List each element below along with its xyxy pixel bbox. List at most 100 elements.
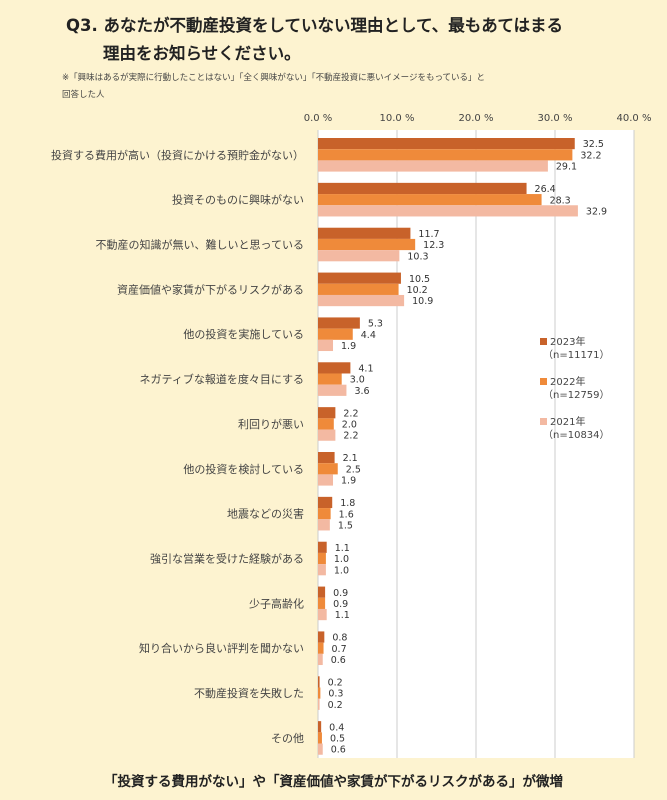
data-label: 28.3 — [550, 195, 571, 206]
data-label: 10.9 — [412, 296, 433, 307]
data-label: 1.1 — [335, 610, 350, 621]
data-label: 0.2 — [328, 677, 343, 688]
data-label: 1.0 — [334, 554, 349, 565]
category-label: 他の投資を実施している — [183, 327, 304, 341]
legend-sample-size: （n=11171） — [543, 349, 610, 361]
respondent-note-line2: 回答した人 — [62, 90, 105, 100]
data-label: 4.4 — [361, 330, 376, 341]
bar — [318, 362, 351, 374]
data-label: 2.0 — [342, 420, 357, 431]
category-label: 強引な営業を受けた経験がある — [150, 552, 304, 566]
category-label: その他 — [271, 732, 304, 745]
legend-label: 2023年 — [550, 335, 585, 348]
category-label: 他の投資を検討している — [183, 462, 304, 476]
data-label: 1.5 — [338, 520, 353, 531]
bar — [318, 294, 405, 307]
bar — [318, 238, 416, 251]
category-label: 少子高齢化 — [249, 596, 304, 610]
bar — [318, 653, 323, 666]
bar — [318, 608, 327, 621]
data-label: 1.6 — [339, 509, 354, 520]
x-tick-label: 10.0 % — [380, 113, 415, 124]
data-label: 0.9 — [333, 588, 348, 599]
legend-label: 2022年 — [550, 375, 585, 388]
x-tick-label: 0.0 % — [304, 113, 333, 124]
legend-swatch — [540, 338, 547, 345]
bar — [318, 283, 399, 295]
bar — [318, 743, 323, 755]
data-label: 1.9 — [341, 476, 356, 487]
summary-footer: 「投資する費用がない」や「資産価値や家賃が下がるリスクがある」が微増 — [104, 774, 563, 790]
data-label: 10.5 — [409, 274, 430, 285]
bar — [318, 698, 320, 710]
data-label: 1.9 — [341, 341, 356, 352]
bar — [318, 474, 334, 486]
data-label: 1.1 — [335, 543, 350, 554]
data-label: 32.5 — [583, 139, 604, 150]
data-label: 32.2 — [580, 150, 601, 161]
bar — [318, 407, 336, 419]
data-label: 26.4 — [535, 184, 556, 195]
data-label: 3.0 — [350, 375, 365, 386]
bar — [318, 496, 333, 509]
legend-label: 2021年 — [550, 415, 585, 428]
category-label: 地震などの災害 — [227, 507, 304, 521]
data-label: 5.3 — [368, 319, 383, 330]
chart-title-line2: 理由をお知らせください。 — [103, 44, 301, 63]
bar — [318, 586, 326, 598]
bar — [318, 250, 400, 262]
data-label: 29.1 — [556, 162, 577, 173]
bar — [318, 227, 411, 239]
data-label: 4.1 — [358, 363, 373, 374]
data-label: 0.9 — [333, 599, 348, 610]
bar — [318, 149, 573, 161]
data-label: 2.1 — [343, 453, 358, 464]
bar — [318, 373, 342, 385]
bar — [318, 194, 542, 206]
category-label: 利回りが悪い — [238, 417, 304, 431]
bar — [318, 508, 331, 520]
bar — [318, 676, 320, 688]
bar — [318, 339, 334, 352]
bar — [318, 328, 353, 340]
bar — [318, 564, 326, 576]
x-tick-label: 40.0 % — [617, 113, 652, 124]
bar — [318, 541, 327, 553]
bar — [318, 597, 326, 609]
bar — [318, 631, 325, 643]
data-label: 11.7 — [418, 229, 439, 240]
bar — [318, 205, 578, 217]
bar-chart: 0.0 % 10.0 % 20.0 % 30.0 % 40.0 % 投資する費用が高い（投… — [51, 113, 652, 758]
category-label: 不動産投資を失敗した — [194, 686, 304, 700]
data-label: 0.6 — [331, 655, 346, 666]
bar — [318, 384, 347, 396]
bar — [318, 642, 324, 654]
data-label: 0.6 — [331, 745, 346, 756]
data-label: 0.4 — [329, 722, 344, 733]
category-label: 投資そのものに興味がない — [172, 193, 304, 207]
bar — [318, 519, 330, 531]
data-label: 10.2 — [407, 285, 428, 296]
data-label: 32.9 — [586, 206, 607, 217]
x-tick-label: 20.0 % — [459, 113, 494, 124]
bar — [318, 317, 360, 329]
category-label: 不動産の知識が無い、難しいと思っている — [96, 238, 304, 252]
legend-sample-size: （n=10834） — [543, 429, 610, 441]
x-tick-label: 30.0 % — [538, 113, 573, 124]
data-label: 12.3 — [423, 240, 444, 251]
bar — [318, 452, 335, 464]
data-label: 0.7 — [332, 644, 347, 655]
bar — [318, 732, 322, 744]
data-label: 0.3 — [328, 689, 343, 700]
bar — [318, 182, 527, 195]
data-label: 3.6 — [354, 386, 369, 397]
data-label: 0.8 — [332, 633, 347, 644]
data-label: 2.5 — [346, 464, 361, 475]
legend-swatch — [540, 418, 547, 425]
respondent-note-line1: ※「興味はあるが実際に行動したことはない」「全く興味がない」「不動産投資に悪いイ… — [62, 73, 486, 83]
chart-title-line1: Q3. あなたが不動産投資をしていない理由として、最もあてはまる — [66, 16, 564, 35]
data-label: 0.5 — [330, 734, 345, 745]
data-label: 10.3 — [407, 251, 428, 262]
category-label: 資産価値や家賃が下がるリスクがある — [117, 282, 304, 296]
data-label: 1.8 — [340, 498, 355, 509]
